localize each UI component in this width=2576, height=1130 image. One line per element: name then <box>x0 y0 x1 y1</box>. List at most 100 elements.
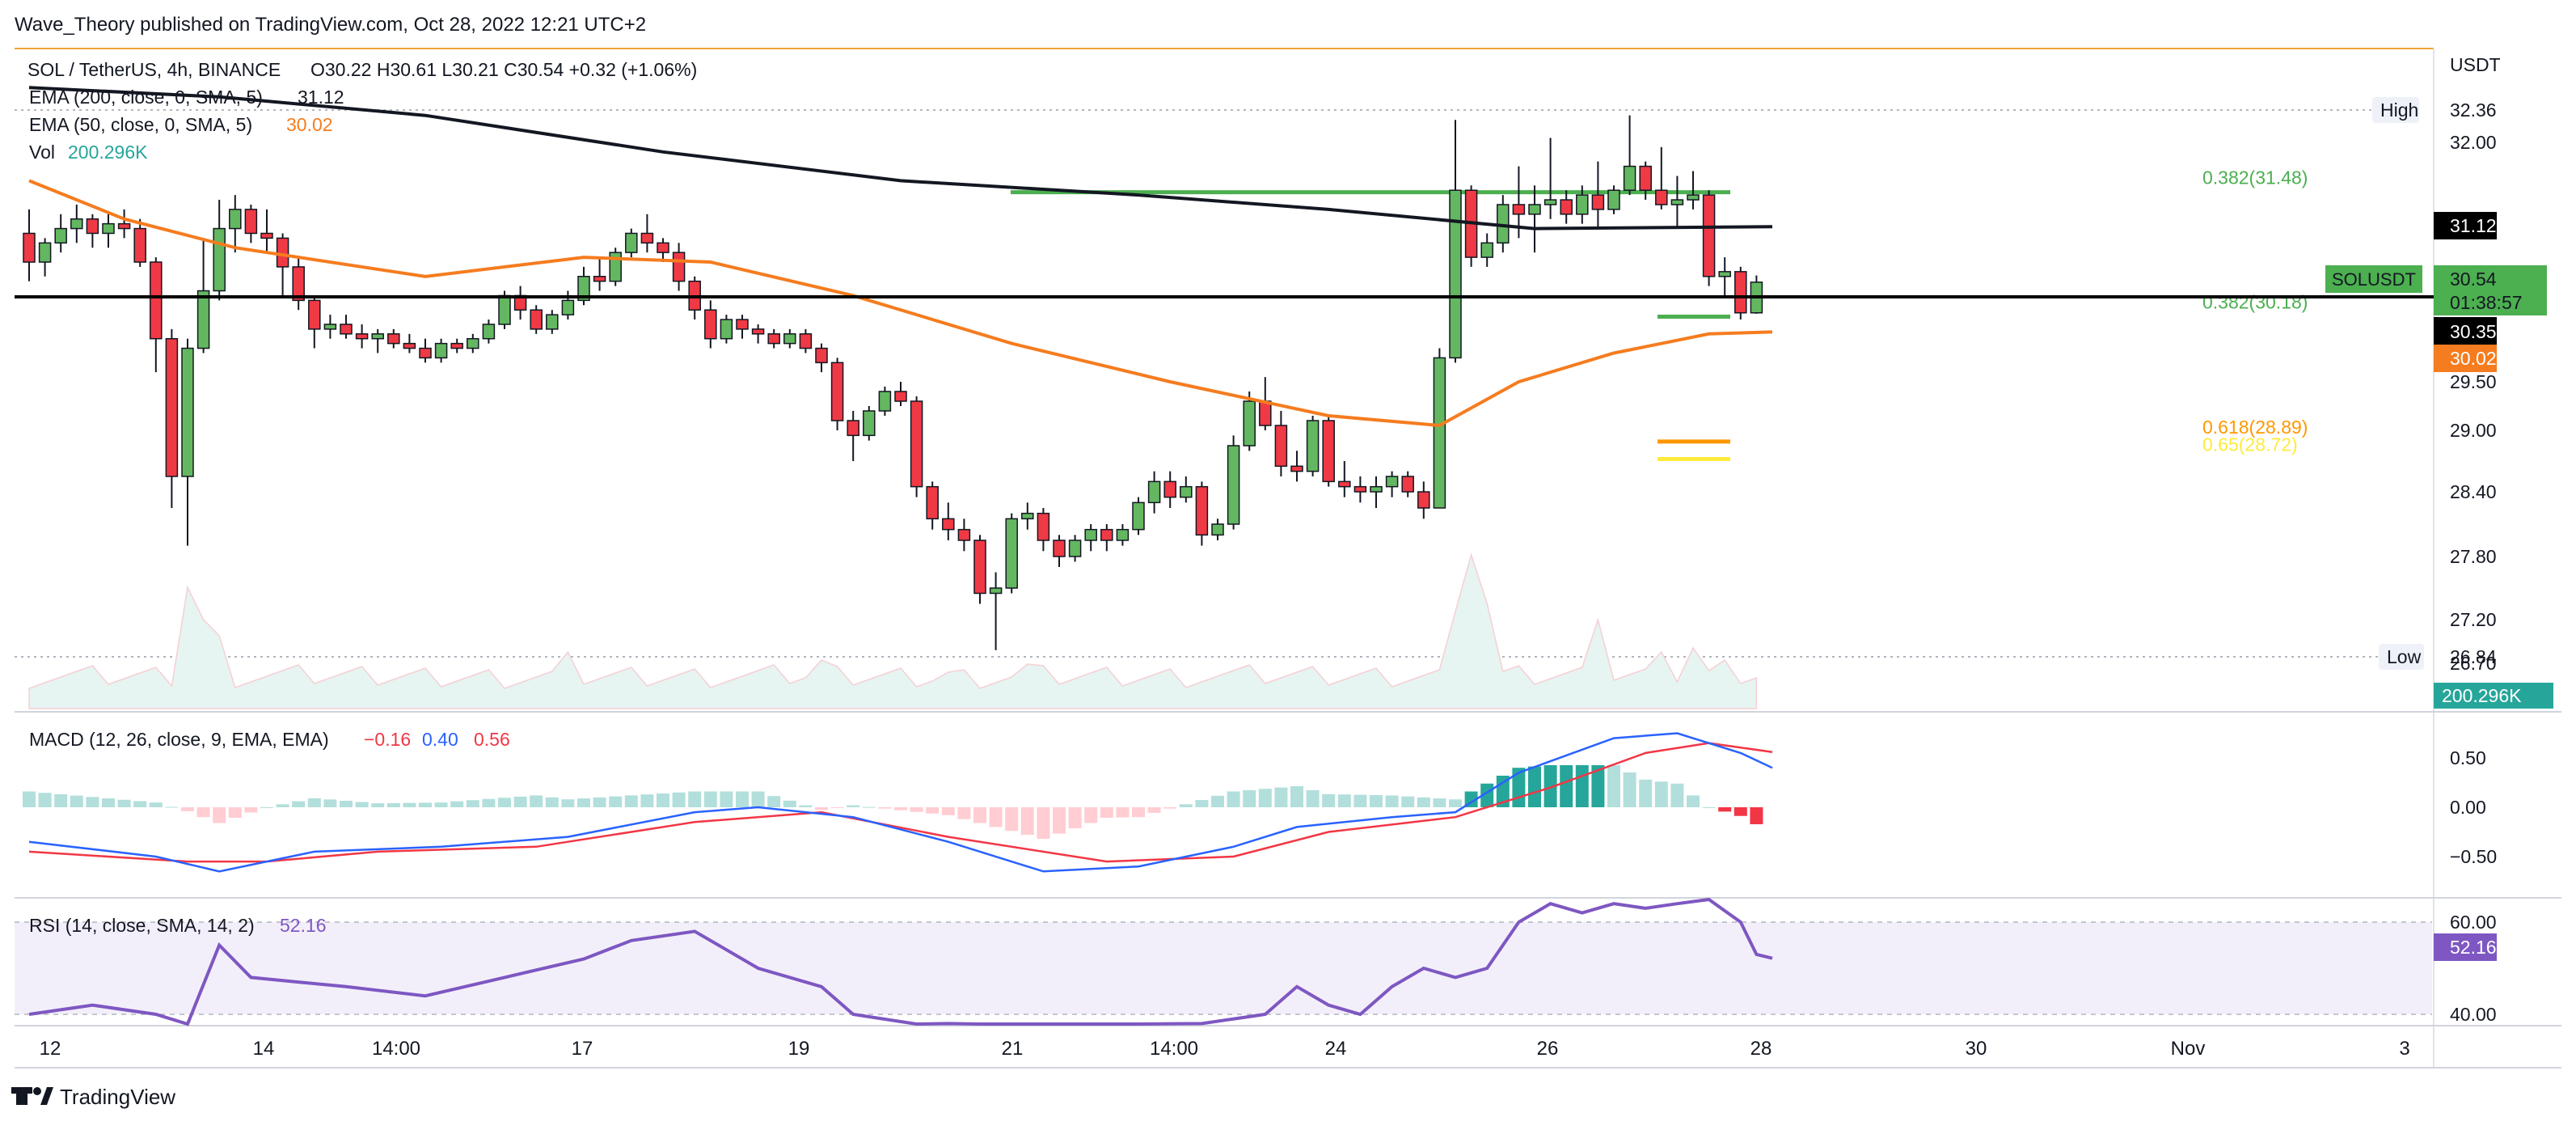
macd-histogram-bar <box>1337 794 1351 807</box>
macd-histogram-bar <box>736 791 749 807</box>
tradingview-logo-icon <box>11 1087 53 1105</box>
macd-histogram-bar <box>1132 807 1145 818</box>
candle-body <box>1306 420 1320 472</box>
time-tick-label: 3 <box>2399 1038 2409 1060</box>
candle-body <box>498 294 511 325</box>
candle-body <box>1132 502 1145 531</box>
candle-body <box>482 324 496 340</box>
footer-brand[interactable]: TradingView <box>60 1085 175 1109</box>
candle-body <box>1084 528 1097 541</box>
candle-body <box>1480 242 1493 258</box>
candle-body <box>1401 476 1414 493</box>
macd-line <box>28 732 1773 873</box>
rsi-tick-label: 40.00 <box>2450 1004 2497 1025</box>
rsi-legend[interactable]: RSI (14, close, SMA, 14, 2) <box>29 915 255 936</box>
time-axis[interactable]: 12 14 14:00 17 19 21 14:00 24 26 28 30 Nov 3 <box>40 1038 2410 1060</box>
vol-tag: 200.296K <box>2442 685 2522 706</box>
ema50-tag-bg <box>2434 345 2497 372</box>
candle-body <box>736 319 749 330</box>
candle-body <box>1274 425 1288 468</box>
macd-histogram-bar <box>244 807 258 813</box>
time-tick-label: 21 <box>1002 1038 1024 1060</box>
macd-histogram-bar <box>815 807 828 810</box>
macd-histogram-bar <box>1623 772 1636 807</box>
rsi-tick-label: 60.00 <box>2450 912 2497 933</box>
candle-body <box>1591 194 1605 210</box>
candle-body <box>863 410 876 437</box>
high-tag-bg <box>2372 97 2419 123</box>
volume-area <box>28 552 1758 709</box>
candle-body <box>1607 189 1620 210</box>
candle-body <box>133 227 146 263</box>
macd-histogram-bar <box>1068 807 1082 829</box>
macd-histogram-bar <box>910 807 923 812</box>
rsi-axis[interactable]: 60.00 40.00 <box>2450 912 2497 1025</box>
time-tick-label: 14:00 <box>1150 1038 1198 1060</box>
candle-body <box>355 333 369 340</box>
macd-histogram-bar <box>830 807 844 808</box>
candle-body <box>229 209 242 230</box>
rsi-line <box>28 897 1773 1026</box>
macd-histogram-bar <box>149 802 163 807</box>
macd-histogram-bar <box>926 807 940 814</box>
candle-body <box>70 218 83 230</box>
macd-histogram-bar <box>419 802 432 807</box>
macd-histogram-bar <box>1037 807 1050 840</box>
macd-histogram-bar <box>530 795 543 807</box>
candle-body <box>450 342 463 349</box>
time-tick-label: 12 <box>40 1038 61 1060</box>
macd-histogram-bar <box>340 800 353 807</box>
ema50-legend-value: 30.02 <box>286 114 333 135</box>
macd-histogram-bar <box>957 807 971 819</box>
macd-histogram-bar <box>894 807 907 810</box>
macd-histogram-bar <box>1702 807 1716 808</box>
macd-histogram-bar <box>1654 781 1668 807</box>
candle-body <box>292 266 305 302</box>
macd-histogram-bar <box>1417 797 1430 807</box>
macd-histogram-bar <box>561 799 575 807</box>
candle-body <box>260 232 273 239</box>
candle-body <box>467 337 479 349</box>
macd-histogram-bar <box>196 807 210 818</box>
candle-body <box>196 290 210 349</box>
macd-histogram-bar <box>657 793 669 807</box>
macd-histogram-bar <box>1670 783 1684 807</box>
macd-histogram-bar <box>593 797 606 807</box>
candle-body <box>1243 400 1256 446</box>
candle-body <box>1702 194 1716 277</box>
candle-body <box>989 587 1003 595</box>
macd-axis[interactable]: 0.50 0.00 −0.50 <box>2450 747 2497 867</box>
macd-histogram-bar <box>133 801 147 807</box>
symbol-title[interactable]: SOL / TetherUS, 4h, BINANCE <box>27 59 281 80</box>
ema200-legend[interactable]: EMA (200, close, 0, SMA, 5) <box>29 87 263 108</box>
high-tag-value: 32.36 <box>2450 99 2497 121</box>
candle-body <box>1195 485 1209 536</box>
candle-body <box>767 333 780 345</box>
time-tick-label: 14:00 <box>372 1038 420 1060</box>
candle-body <box>213 227 226 292</box>
candle-body <box>1322 420 1335 483</box>
vol-legend[interactable]: Vol <box>29 142 55 163</box>
candle-body <box>1623 165 1636 191</box>
macd-histogram-bar <box>482 798 496 807</box>
candle-body <box>830 362 844 421</box>
macd-histogram-bar <box>1401 796 1415 807</box>
macd-histogram-bar <box>498 798 511 807</box>
price-axis[interactable]: 32.00 29.50 29.00 28.40 27.80 27.20 26.70 <box>2450 132 2497 674</box>
ema50-legend[interactable]: EMA (50, close, 0, SMA, 5) <box>29 114 252 135</box>
candle-body <box>1037 512 1050 541</box>
macd-histogram-bar <box>86 797 99 807</box>
macd-histogram-bar <box>1591 764 1605 807</box>
macd-histogram-bar <box>1116 807 1130 818</box>
candle-body <box>1259 400 1272 426</box>
high-tag-label: High <box>2380 99 2418 121</box>
candle-body <box>1512 204 1526 215</box>
fib-level-label: 0.65(28.72) <box>2202 434 2298 455</box>
macd-histogram-bar <box>1243 789 1256 807</box>
candle-body <box>957 528 971 541</box>
candle-body <box>1147 480 1161 504</box>
macd-legend-v3: 0.56 <box>474 729 510 750</box>
macd-legend[interactable]: MACD (12, 26, close, 9, EMA, EMA) <box>29 729 329 750</box>
